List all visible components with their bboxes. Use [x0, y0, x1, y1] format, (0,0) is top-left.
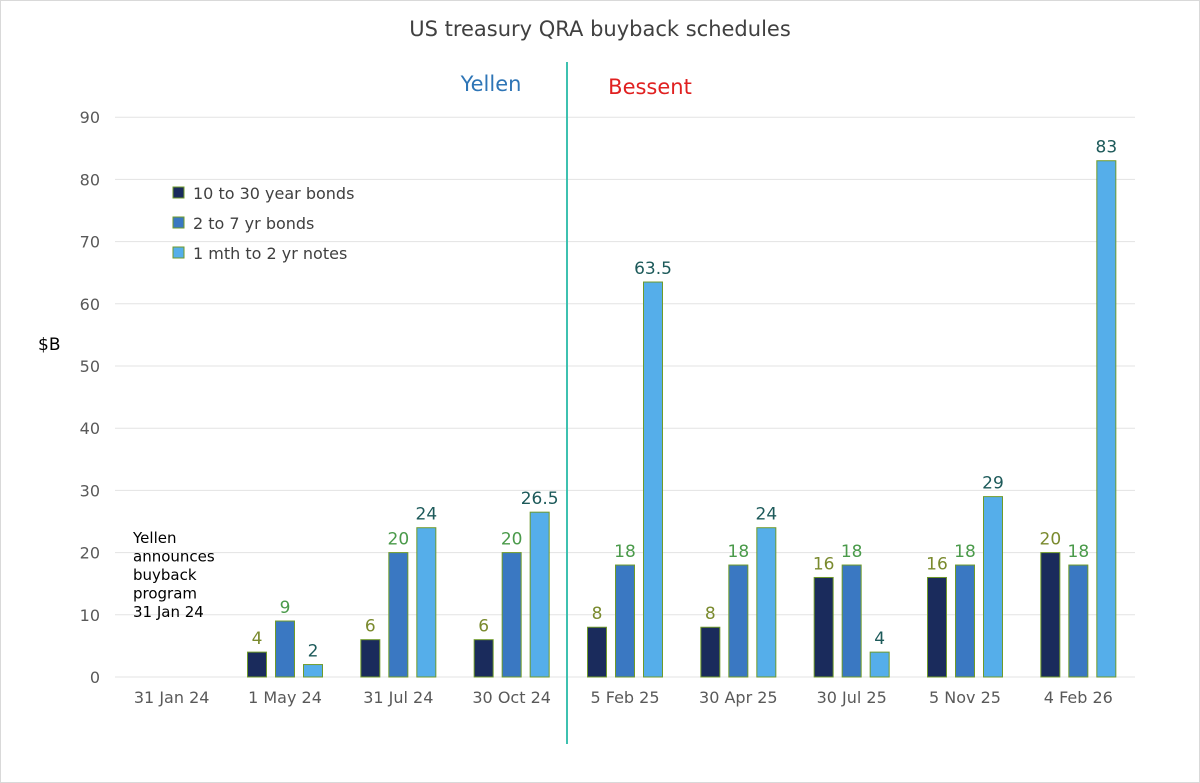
data-labels: 4926202462026.581863.5818241618416182920… — [252, 138, 1118, 662]
annotation-line: program — [133, 585, 197, 603]
data-label: 20 — [1040, 530, 1062, 550]
data-label: 20 — [501, 530, 523, 550]
bar — [955, 564, 975, 678]
annotation-line: announces — [133, 548, 215, 566]
annotation-line: 31 Jan 24 — [133, 603, 204, 621]
bar — [643, 281, 663, 678]
bar — [303, 664, 323, 678]
legend-swatch — [172, 216, 185, 229]
data-label: 9 — [280, 598, 291, 618]
data-label: 16 — [926, 554, 948, 574]
annotation-line: Yellen — [132, 529, 176, 547]
data-label: 8 — [705, 604, 716, 624]
bar — [1040, 552, 1061, 678]
legend-swatch — [172, 186, 185, 199]
bar — [869, 651, 890, 678]
data-label: 8 — [592, 604, 603, 624]
data-label: 6 — [365, 617, 376, 637]
bar — [756, 527, 777, 678]
data-label: 16 — [813, 554, 835, 574]
era-label-bessent: Bessent — [608, 75, 692, 99]
bar — [728, 564, 749, 678]
data-label: 18 — [728, 542, 750, 562]
legend-swatch — [172, 246, 185, 259]
bar — [360, 639, 381, 678]
bar — [501, 552, 522, 678]
bar — [247, 651, 267, 678]
data-label: 20 — [388, 530, 410, 550]
bar — [473, 639, 494, 678]
x-tick-label: 31 Jan 24 — [134, 688, 210, 707]
x-tick-label: 5 Feb 25 — [590, 688, 659, 707]
x-tick-label: 5 Nov 25 — [929, 688, 1001, 707]
x-axis-ticks: 31 Jan 24 1 May 24 31 Jul 24 30 Oct 24 5 Feb… — [134, 688, 1113, 707]
y-axis-ticks: 0 10 20 30 40 50 60 70 80 90 — [80, 108, 100, 687]
bar — [1096, 160, 1117, 678]
data-label: 29 — [982, 474, 1004, 494]
x-tick-label: 4 Feb 26 — [1044, 688, 1113, 707]
bar — [983, 496, 1003, 678]
y-tick-label: 80 — [80, 170, 100, 189]
annotation-line: buyback — [133, 566, 197, 584]
bar — [275, 620, 295, 678]
data-label: 6 — [478, 617, 489, 637]
y-tick-label: 20 — [80, 544, 100, 563]
y-tick-label: 10 — [80, 606, 100, 625]
bar — [700, 626, 721, 678]
x-tick-label: 30 Oct 24 — [472, 688, 551, 707]
y-tick-label: 90 — [80, 108, 100, 127]
data-label: 24 — [416, 505, 438, 525]
y-tick-label: 30 — [80, 481, 100, 500]
x-tick-label: 30 Jul 25 — [817, 688, 887, 707]
legend-label: 10 to 30 year bonds — [193, 184, 354, 203]
data-label: 18 — [954, 542, 976, 562]
y-tick-label: 60 — [80, 295, 100, 314]
x-tick-label: 30 Apr 25 — [699, 688, 778, 707]
bar — [1068, 564, 1089, 678]
bar — [529, 511, 550, 678]
x-tick-label: 1 May 24 — [248, 688, 322, 707]
legend-label: 2 to 7 yr bonds — [193, 214, 314, 233]
data-label: 4 — [874, 629, 885, 649]
data-label: 2 — [308, 642, 319, 662]
bar — [615, 564, 635, 678]
bar — [388, 552, 409, 678]
y-tick-label: 70 — [80, 233, 100, 252]
bar — [587, 626, 607, 678]
data-label: 4 — [252, 629, 263, 649]
data-label: 18 — [614, 542, 636, 562]
data-label: 24 — [756, 505, 778, 525]
chart-title: US treasury QRA buyback schedules — [409, 17, 791, 41]
y-tick-label: 50 — [80, 357, 100, 376]
bar — [927, 576, 947, 678]
legend-label: 1 mth to 2 yr notes — [193, 244, 347, 263]
y-axis-label: $B — [38, 335, 60, 355]
bar — [416, 527, 437, 678]
data-label: 26.5 — [521, 489, 559, 509]
data-label: 83 — [1096, 138, 1118, 158]
legend: 10 to 30 year bonds 2 to 7 yr bonds 1 mth … — [172, 184, 354, 263]
bar — [841, 564, 862, 678]
y-tick-label: 40 — [80, 419, 100, 438]
bars — [247, 160, 1117, 678]
x-tick-label: 31 Jul 24 — [363, 688, 433, 707]
era-label-yellen: Yellen — [460, 72, 522, 96]
data-label: 63.5 — [634, 259, 672, 279]
data-label: 18 — [841, 542, 863, 562]
bar — [813, 576, 834, 678]
y-tick-label: 0 — [90, 668, 100, 687]
data-label: 18 — [1068, 542, 1090, 562]
